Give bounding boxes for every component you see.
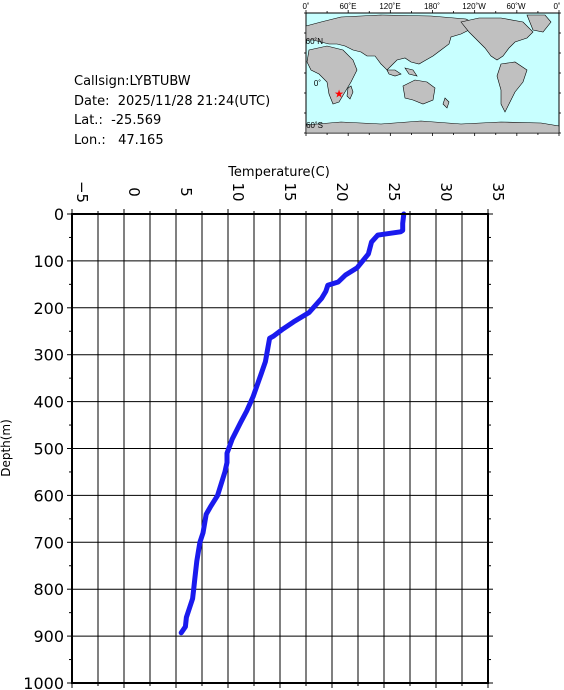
map-lon-label: 120˚W <box>462 2 486 11</box>
float-location-marker: ★ <box>334 88 344 101</box>
x-tick-label: 20 <box>333 182 351 201</box>
chart-series <box>178 211 407 636</box>
x-tick-label: 10 <box>229 182 247 201</box>
map-lat-label: 60˚N <box>306 37 324 46</box>
map-lon-label: 120˚E <box>379 2 400 11</box>
x-tick-label: 35 <box>489 182 507 201</box>
map-lat-label: 60˚S <box>306 121 323 130</box>
location-map: 0˚ 60˚E 120˚E 180˚ 120˚W 60˚W 0˚ 60˚N 0˚… <box>302 2 561 136</box>
float-info: Callsign:LYBTUBW Date: 2025/11/28 21:24(… <box>74 72 270 150</box>
chart-tick-labels: −5 0 5 10 15 20 25 30 35 0 100 200 300 400 500 600 700 80… <box>23 181 507 690</box>
x-tick-label: 5 <box>177 187 195 197</box>
date-text: Date: 2025/11/28 21:24(UTC) <box>74 93 271 109</box>
x-tick-label: 25 <box>385 182 403 201</box>
map-longitude-labels: 0˚ 60˚E 120˚E 180˚ 120˚W 60˚W 0˚ <box>302 2 560 11</box>
x-tick-label: 0 <box>125 187 143 197</box>
y-tick-label: 700 <box>33 533 64 552</box>
map-lat-label: 0˚ <box>314 79 321 88</box>
y-tick-label: 800 <box>33 580 64 599</box>
y-tick-label: 400 <box>33 393 64 412</box>
y-tick-label: 100 <box>33 252 64 271</box>
map-lon-label: 0˚ <box>553 2 560 11</box>
map-land <box>305 14 560 134</box>
latitude-text: Lat.: -25.569 <box>74 113 162 128</box>
y-tick-label: 500 <box>33 440 64 459</box>
x-tick-label: 15 <box>281 182 299 201</box>
temperature-profile-line <box>178 211 407 636</box>
chart-ticks <box>67 209 493 688</box>
chart-grid <box>71 213 489 684</box>
map-lon-label: 60˚E <box>340 2 357 11</box>
plot-frame <box>71 213 489 684</box>
x-tick-label: 30 <box>437 182 455 201</box>
map-lon-label: 180˚ <box>424 2 440 11</box>
y-tick-label: 900 <box>33 627 64 646</box>
x-axis-title: Temperature(C) <box>227 165 330 180</box>
y-tick-label: 0 <box>54 205 64 224</box>
y-tick-label: 600 <box>33 486 64 505</box>
map-latitude-labels: 60˚N 0˚ 60˚S <box>306 37 324 130</box>
y-tick-label: 200 <box>33 299 64 318</box>
map-lon-label: 60˚W <box>506 2 526 11</box>
x-tick-label: −5 <box>73 181 91 203</box>
y-axis-title: Depth(m) <box>0 419 13 477</box>
y-tick-label: 1000 <box>23 674 64 690</box>
y-tick-label: 300 <box>33 346 64 365</box>
callsign-text: Callsign:LYBTUBW <box>74 74 191 89</box>
map-ticks <box>304 10 561 136</box>
map-lon-label: 0˚ <box>302 2 309 11</box>
longitude-text: Lon.: 47.165 <box>74 132 164 148</box>
